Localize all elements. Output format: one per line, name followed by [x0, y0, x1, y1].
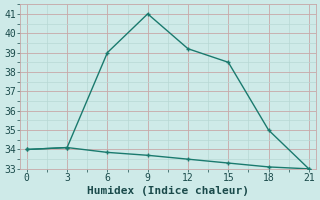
X-axis label: Humidex (Indice chaleur): Humidex (Indice chaleur) [87, 186, 249, 196]
